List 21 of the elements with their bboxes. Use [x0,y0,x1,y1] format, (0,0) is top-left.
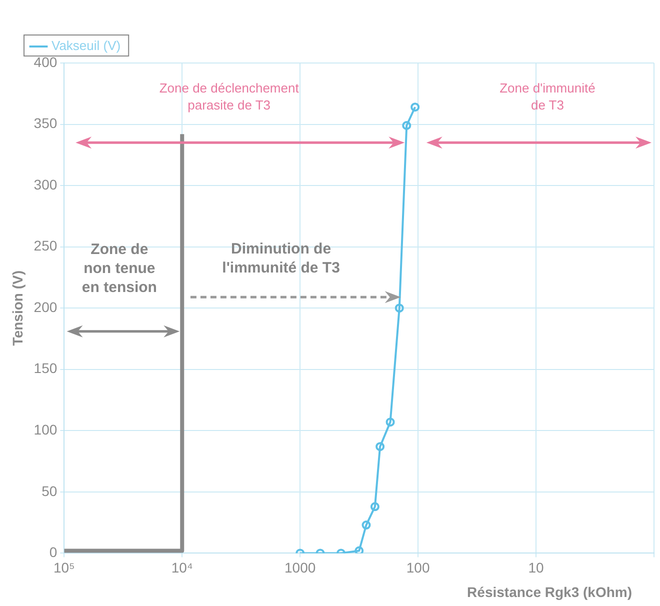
legend-label: Vakseuil (V) [52,38,121,54]
annotation: Zone de non tenue en tension [82,241,157,296]
annotation: Zone d'immunité de T3 [500,80,596,112]
x-tick-label: 10⁴ [171,559,193,576]
annotation: Zone de déclenchement parasite de T3 [159,80,300,112]
x-tick-label: 100 [406,559,430,576]
x-tick-label: 10 [528,559,544,576]
y-tick-label: 300 [34,176,58,192]
x-tick-label: 10⁵ [53,559,75,576]
y-tick-label: 200 [34,298,58,315]
x-tick-label: 1000 [284,559,316,576]
y-tick-label: 0 [49,544,58,560]
y-axis-title: Tension (V) [9,270,26,346]
y-tick-label: 150 [34,360,58,376]
y-tick-label: 100 [34,422,58,438]
annotation: Diminution de l'immunité de T3 [222,240,340,277]
y-tick-label: 50 [42,482,58,499]
y-tick-label: 250 [34,238,58,254]
y-tick-label: 400 [34,54,58,70]
x-axis-title: Résistance Rgk3 (kOhm) [467,584,632,600]
y-tick-label: 350 [34,115,58,132]
